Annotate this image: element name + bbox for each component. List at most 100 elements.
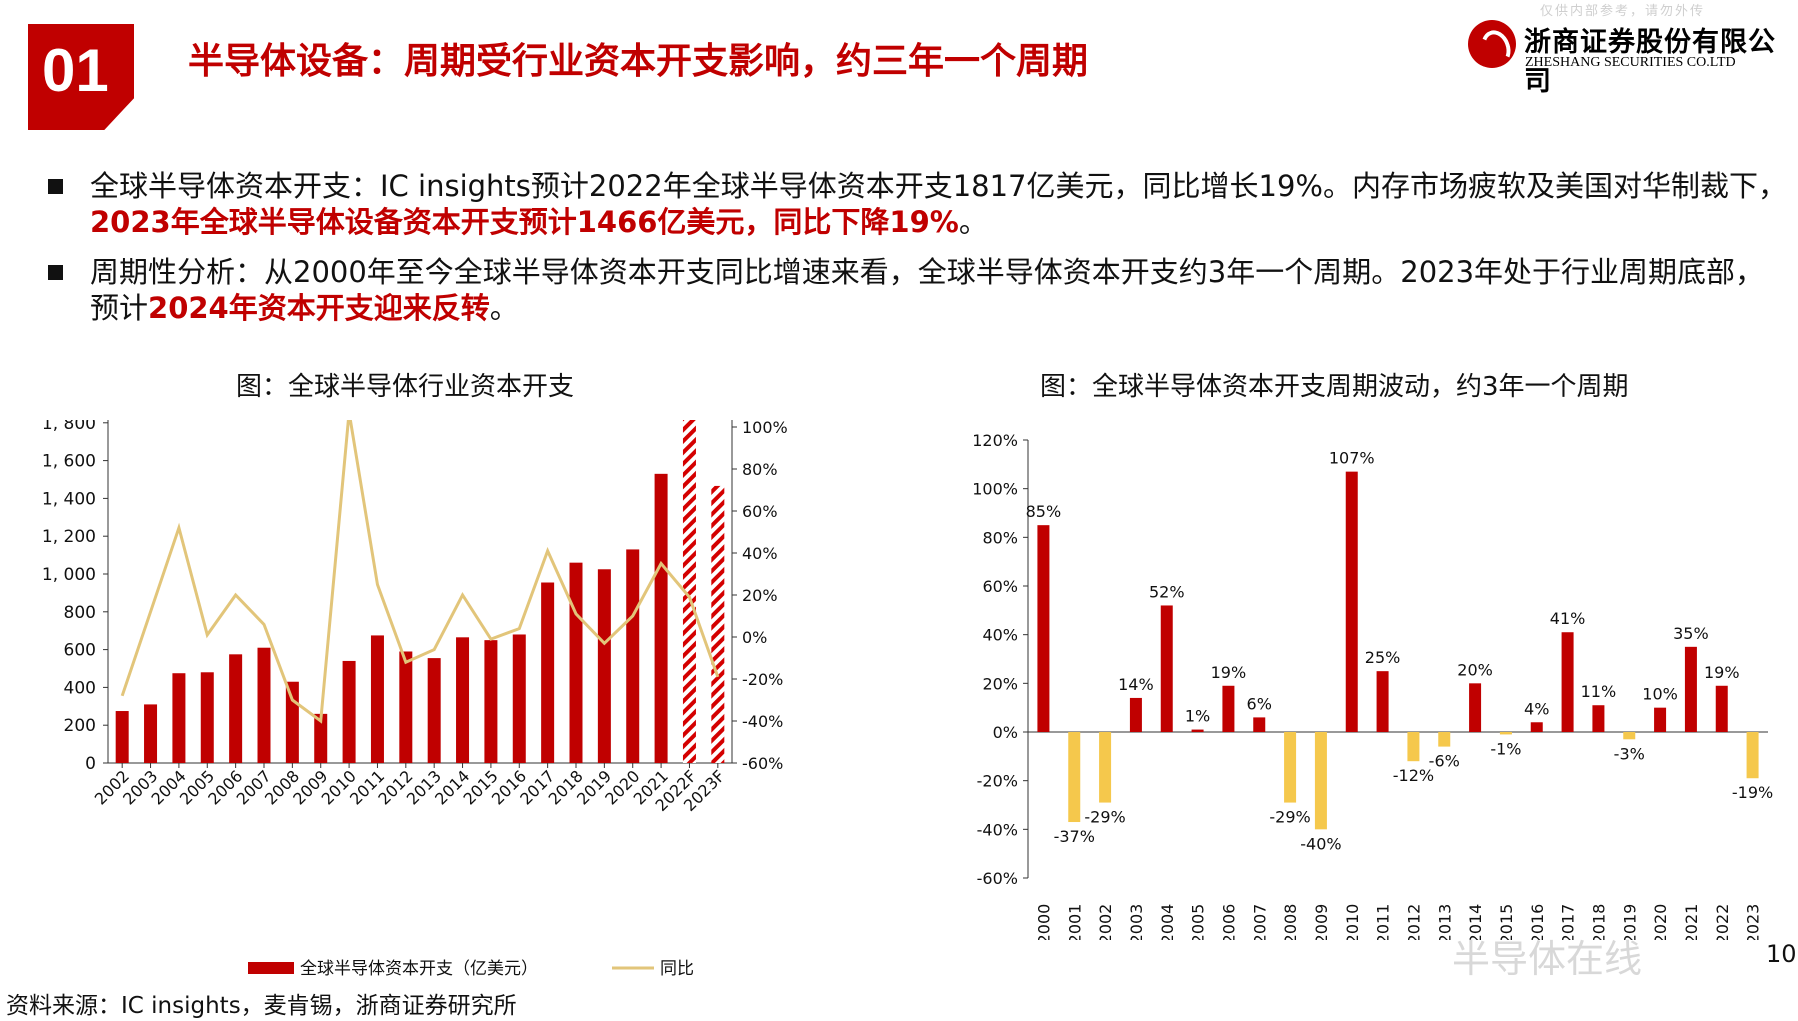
growth-bar-positive <box>1376 671 1389 732</box>
data-label: 25% <box>1365 648 1401 667</box>
left-tick-label: 600 <box>64 641 96 661</box>
x-tick-label: 2006 <box>1219 904 1238 940</box>
data-label: -29% <box>1269 808 1310 827</box>
forecast-capex-bar <box>682 420 696 763</box>
top-watermark: 仅供内部参考，请勿外传 <box>1540 4 1706 19</box>
left-tick-label: 400 <box>64 678 96 698</box>
right-tick-label: -60% <box>742 754 783 773</box>
bullet-square-icon <box>48 179 63 194</box>
y-tick-label: 40% <box>982 626 1018 645</box>
chart2-title: 图：全球半导体资本开支周期波动，约3年一个周期 <box>1040 372 1629 402</box>
data-label: 11% <box>1581 682 1617 701</box>
bullet-capex: 全球半导体资本开支：IC insights预计2022年全球半导体资本开支181… <box>48 168 1788 240</box>
y-tick-label: 120% <box>972 431 1018 450</box>
x-tick-label: 2011 <box>1374 904 1393 940</box>
capex-bar <box>285 681 299 763</box>
growth-bar-positive <box>1469 683 1482 732</box>
capex-bar <box>257 647 271 763</box>
growth-bar-negative <box>1407 732 1420 762</box>
x-tick-label: 2020 <box>1651 904 1670 940</box>
y-tick-label: 60% <box>982 577 1018 596</box>
left-tick-label: 1, 400 <box>42 489 96 509</box>
capex-bar <box>314 713 328 763</box>
growth-bar-negative <box>1314 732 1327 830</box>
company-name-en: ZHESHANG SECURITIES CO.LTD <box>1525 55 1736 70</box>
capex-bar <box>427 658 441 763</box>
growth-bar-negative <box>1068 732 1081 823</box>
capex-bar <box>569 562 583 763</box>
y-tick-label: -40% <box>977 820 1018 839</box>
growth-bar-negative <box>1099 732 1112 803</box>
growth-bar-negative <box>1438 732 1451 747</box>
capex-growth-chart: -60% -40% -20% 0% 20% 40% 60% 80% 100% 120% 85% 200… <box>972 431 1773 940</box>
x-tick-label: 2014 <box>1466 904 1485 940</box>
growth-bar-positive <box>1345 471 1358 732</box>
right-tick-label: 40% <box>742 544 778 563</box>
x-tick-label: 2013 <box>1435 904 1454 940</box>
x-tick-label: 2012 <box>1404 904 1423 940</box>
capex-bar <box>456 637 470 763</box>
data-label: 14% <box>1118 675 1154 694</box>
right-tick-label: -40% <box>742 712 783 731</box>
right-tick-label: 0% <box>742 628 767 647</box>
x-tick-label: 2017 <box>1559 904 1578 940</box>
chart1-title: 图：全球半导体行业资本开支 <box>236 372 575 402</box>
growth-bar-positive <box>1530 722 1543 732</box>
x-tick-label: 2001 <box>1065 904 1084 940</box>
capex-bar <box>115 711 129 763</box>
capex-bar <box>626 549 640 763</box>
bullet-text-end: 。 <box>489 291 519 325</box>
yoy-line <box>120 420 720 724</box>
y-tick-label: 100% <box>972 480 1018 499</box>
x-tick-label: 2016 <box>1528 904 1547 940</box>
left-tick-label: 0 <box>85 754 96 774</box>
capex-bar <box>541 582 555 763</box>
growth-bar-negative <box>1499 732 1512 735</box>
capex-bar <box>144 704 158 763</box>
x-tick-label: 2003 <box>1127 904 1146 940</box>
growth-bar-positive <box>1253 717 1266 732</box>
growth-bar-negative <box>1623 732 1636 740</box>
data-label: 19% <box>1211 663 1247 682</box>
capex-bar <box>229 654 243 763</box>
bullet-list: 全球半导体资本开支：IC insights预计2022年全球半导体资本开支181… <box>48 168 1788 340</box>
right-tick-label: -20% <box>742 670 783 689</box>
data-label: 35% <box>1673 624 1709 643</box>
legend-bar-label: 全球半导体资本开支（亿美元） <box>300 959 538 979</box>
data-label: -19% <box>1732 783 1773 802</box>
data-label: 85% <box>1026 502 1062 521</box>
section-number-badge: 01 <box>28 24 134 130</box>
bullet-highlight: 2023年全球半导体设备资本开支预计1466亿美元，同比下降19% <box>90 205 959 239</box>
right-tick-label: 80% <box>742 460 778 479</box>
capex-bar <box>484 640 498 763</box>
bullet-text-end: 。 <box>958 205 988 239</box>
source-note: 资料来源：IC insights，麦肯锡，浙商证券研究所 <box>6 993 517 1019</box>
page-number: 10 <box>1766 940 1797 968</box>
capex-bar <box>172 673 186 763</box>
bullet-text: 全球半导体资本开支：IC insights预计2022年全球半导体资本开支181… <box>90 169 1787 203</box>
x-tick-label: 2004 <box>1158 904 1177 940</box>
capex-bar <box>512 634 526 763</box>
x-tick-label: 2010 <box>1343 904 1362 940</box>
data-label: 4% <box>1524 699 1549 718</box>
x-tick-label: 2022 <box>1713 904 1732 940</box>
left-tick-label: 1, 600 <box>42 452 96 472</box>
data-label: 1% <box>1185 707 1210 726</box>
y-tick-label: -20% <box>977 772 1018 791</box>
bottom-watermark: 半导体在线 <box>1452 937 1643 981</box>
page-title: 半导体设备：周期受行业资本开支影响，约三年一个周期 <box>188 41 1089 82</box>
legend-bar-swatch <box>248 962 294 974</box>
bullet-text: 周期性分析：从2000年至今全球半导体资本开支同比增速来看，全球半导体资本开支约… <box>90 255 1765 325</box>
right-tick-label: 100% <box>742 420 788 437</box>
growth-bar-positive <box>1222 685 1235 732</box>
y-tick-label: 20% <box>982 674 1018 693</box>
right-tick-label: 60% <box>742 502 778 521</box>
x-tick-label: 2000 <box>1034 904 1053 940</box>
data-label: -3% <box>1614 744 1645 763</box>
capex-combo-chart: 0 200 400 600 800 1, 000 1, 200 1, 400 1, 600 1, … <box>42 420 788 979</box>
data-label: -6% <box>1429 752 1460 771</box>
company-name-cn: 浙商证券股份有限公司 <box>1524 27 1776 97</box>
forecast-capex-bar <box>711 485 725 763</box>
legend-line-label: 同比 <box>660 959 694 979</box>
left-tick-label: 800 <box>64 603 96 623</box>
